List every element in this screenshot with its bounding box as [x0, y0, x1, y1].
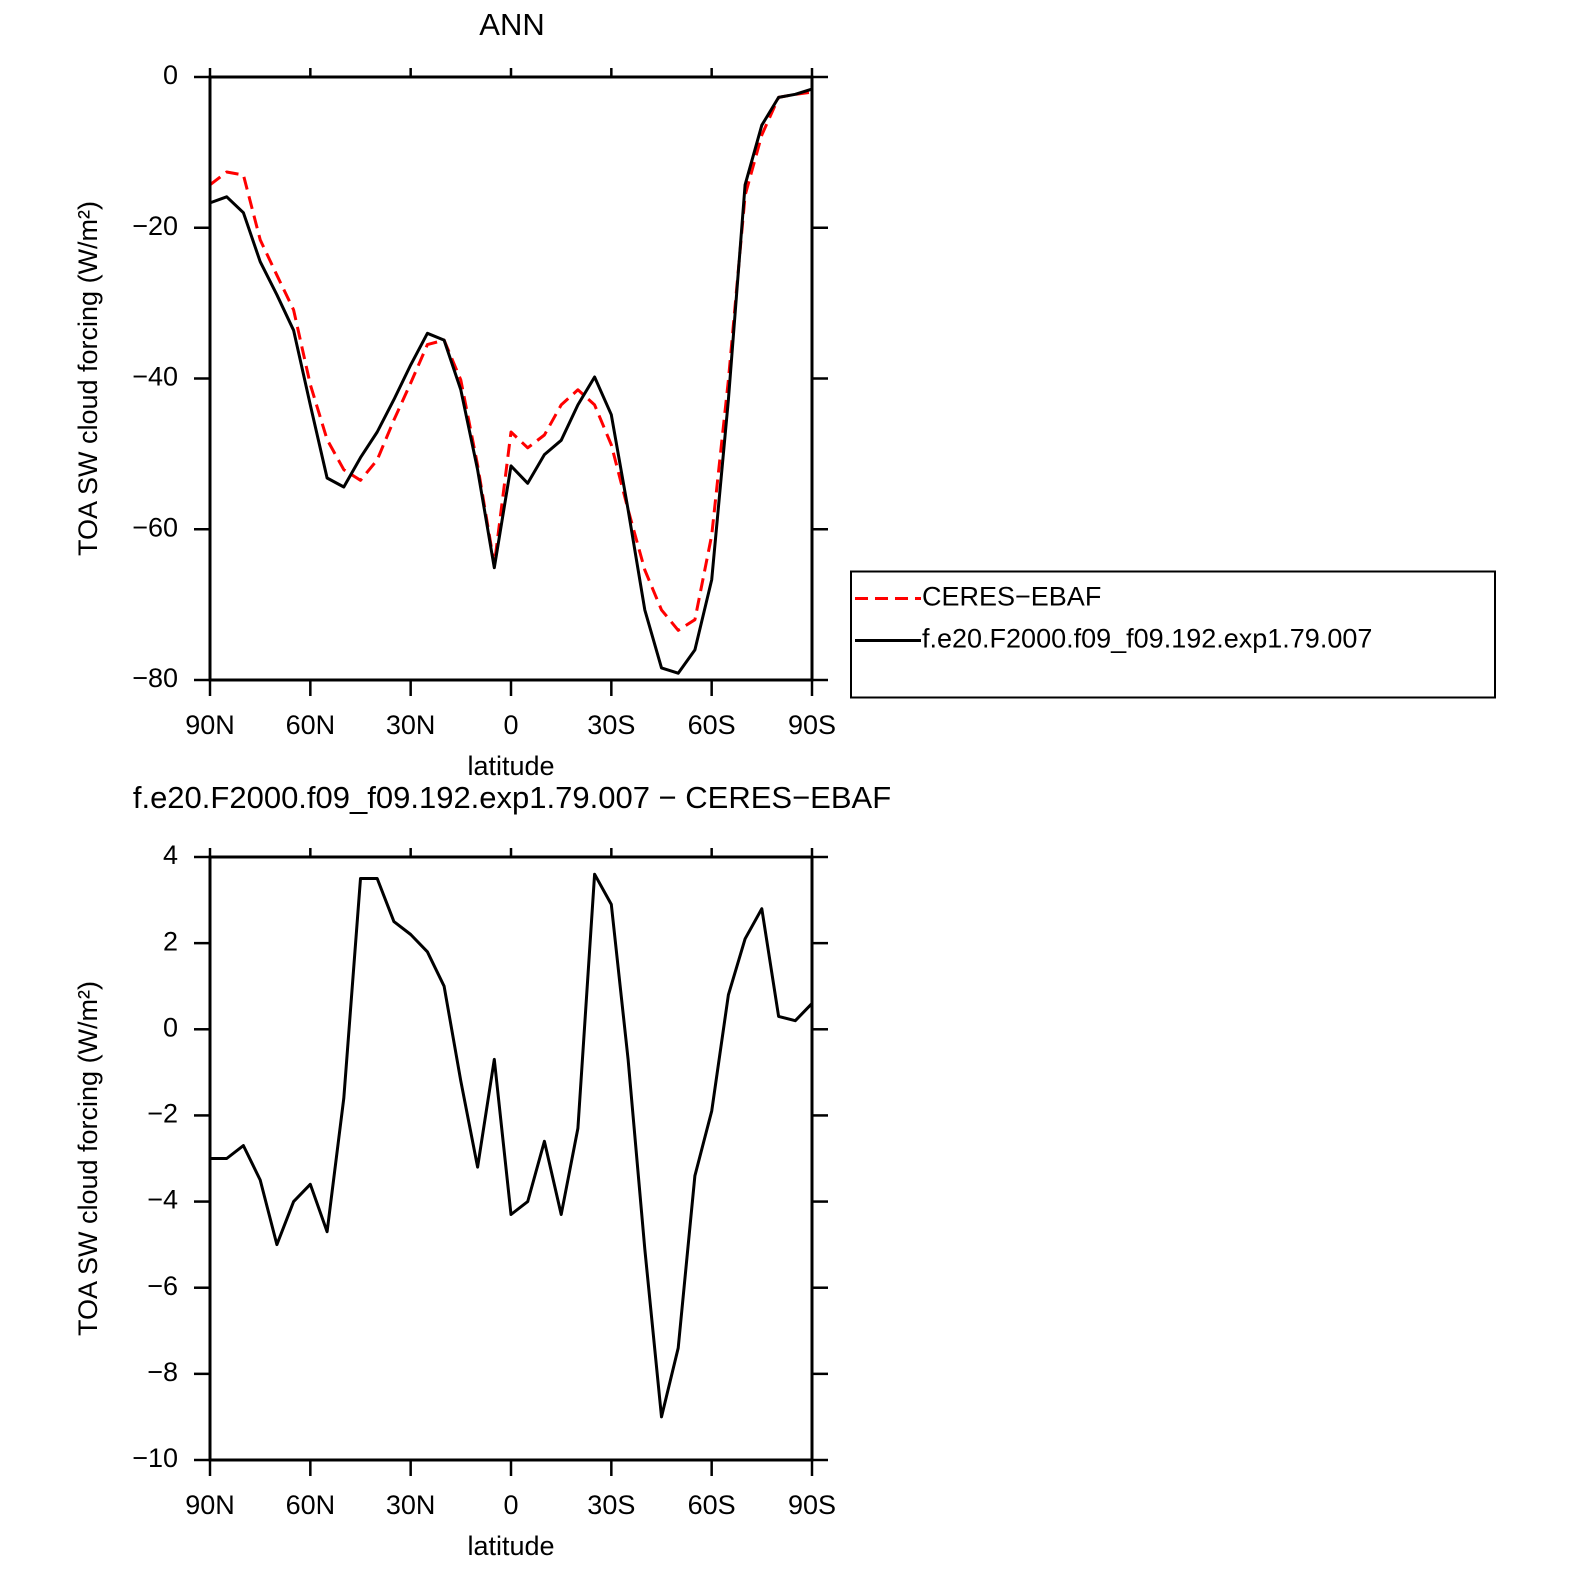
x-tick-label: 90N	[185, 1490, 235, 1520]
chart-title: f.e20.F2000.f09_f09.192.exp1.79.007 − CE…	[133, 780, 891, 815]
y-tick-label: −20	[132, 211, 178, 241]
x-tick-label: 30S	[587, 710, 635, 740]
x-tick-label: 60N	[286, 1490, 336, 1520]
y-tick-label: −8	[147, 1357, 178, 1387]
y-tick-label: 2	[163, 926, 178, 956]
y-tick-label: −40	[132, 362, 178, 392]
y-tick-label: −2	[147, 1099, 178, 1129]
x-tick-label: 60N	[286, 710, 336, 740]
x-tick-label: 0	[503, 1490, 518, 1520]
y-axis-label: TOA SW cloud forcing (W/m²)	[73, 201, 103, 556]
y-tick-label: −4	[147, 1185, 178, 1215]
y-tick-label: −80	[132, 663, 178, 693]
x-axis-label: latitude	[467, 751, 554, 781]
series-line	[210, 872, 814, 1419]
x-tick-label: 30N	[386, 1490, 436, 1520]
y-tick-label: 4	[163, 840, 178, 870]
legend-label: CERES−EBAF	[922, 582, 1101, 612]
legend-box	[850, 570, 1496, 699]
x-tick-label: 30S	[587, 1490, 635, 1520]
y-tick-label: 0	[163, 60, 178, 90]
series-line	[209, 90, 813, 632]
plot-frame	[208, 855, 814, 1462]
x-tick-label: 60S	[688, 710, 736, 740]
x-tick-label: 90S	[788, 710, 836, 740]
y-axis-label: TOA SW cloud forcing (W/m²)	[73, 981, 103, 1336]
x-tick-label: 90S	[788, 1490, 836, 1520]
x-tick-label: 0	[503, 710, 518, 740]
y-tick-label: −6	[147, 1271, 178, 1301]
series-line	[209, 87, 813, 675]
plot-frame	[208, 75, 814, 682]
x-tick-label: 60S	[688, 1490, 736, 1520]
x-tick-label: 90N	[185, 710, 235, 740]
y-tick-label: −60	[132, 512, 178, 542]
chart-title: ANN	[479, 7, 544, 42]
x-tick-label: 30N	[386, 710, 436, 740]
y-tick-label: 0	[163, 1012, 178, 1042]
legend-label: f.e20.F2000.f09_f09.192.exp1.79.007	[922, 624, 1372, 654]
x-axis-label: latitude	[467, 1531, 554, 1561]
y-tick-label: −10	[132, 1443, 178, 1473]
